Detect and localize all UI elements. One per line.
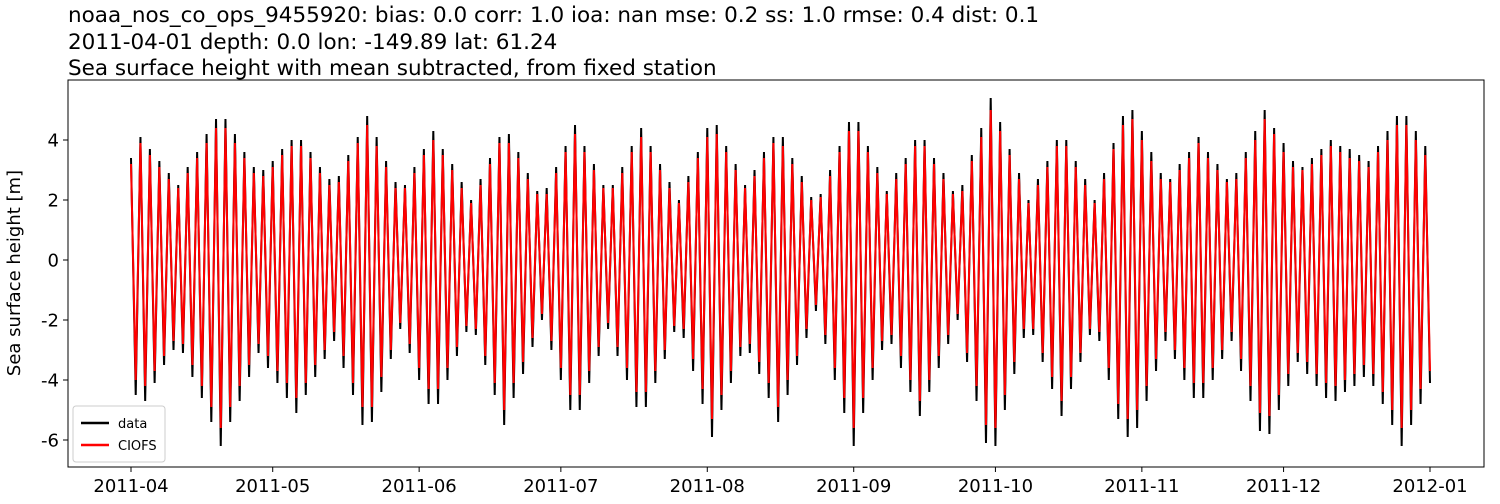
x-tick-label: 2011-10 [958,476,1033,497]
y-axis-label: Sea surface height [m] [4,170,25,376]
series-line [130,109,1431,429]
legend-label: data [118,417,147,432]
x-tick-label: 2012-01 [1392,476,1467,497]
x-tick-label: 2011-08 [670,476,745,497]
chart-title: 2011-04-01 depth: 0.0 lon: -149.89 lat: … [68,30,557,55]
chart-title: noaa_nos_co_ops_9455920: bias: 0.0 corr:… [68,3,1039,28]
y-tick-label: 0 [48,251,59,272]
x-tick-label: 2011-11 [1104,476,1179,497]
legend: data CIOFS [72,405,166,463]
y-tick-label: -2 [41,311,59,332]
axes-frame [67,79,1485,468]
y-tick-label: 4 [48,131,59,152]
legend-box [72,405,166,463]
legend-label: CIOFS [118,439,157,454]
x-tick-label: 2011-06 [382,476,457,497]
x-tick-label: 2011-04 [93,476,168,497]
x-tick-label: 2011-05 [235,476,310,497]
x-tick-label: 2011-09 [816,476,891,497]
y-tick-label: 2 [48,191,59,212]
chart-title: Sea surface height with mean subtracted,… [68,56,717,81]
x-tick-label: 2011-07 [523,476,598,497]
plot-area [130,97,1431,447]
x-tick-label: 2011-12 [1246,476,1321,497]
y-tick-label: -6 [41,431,59,452]
y-tick-label: -4 [41,371,59,392]
